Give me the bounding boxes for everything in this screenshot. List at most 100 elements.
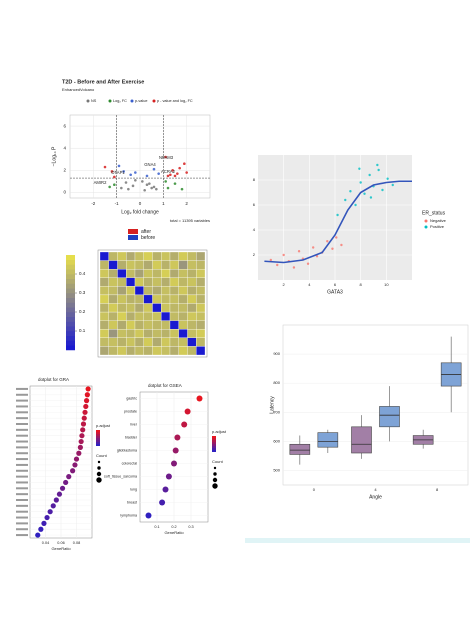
cell (134, 311, 144, 321)
cell (187, 260, 197, 270)
cell (134, 337, 144, 347)
point (335, 236, 338, 239)
category-label-blur (16, 393, 28, 396)
cell (196, 329, 206, 338)
colorbar (66, 269, 75, 275)
x-tick-label: 0.08 (73, 541, 80, 545)
x-axis-label: GeneRatio (164, 530, 184, 535)
gene-label: GNA4 (144, 162, 156, 167)
x-tick-label: 2 (185, 201, 188, 206)
cell (99, 337, 109, 347)
cell (134, 320, 144, 330)
cell (187, 294, 197, 304)
point (110, 170, 114, 173)
colorbar (96, 434, 100, 436)
legend-swatch (424, 219, 428, 223)
point (180, 187, 184, 191)
cell (161, 251, 171, 261)
point (315, 255, 319, 258)
colorbar (66, 255, 75, 260)
caption: total = 11395 variables (170, 218, 210, 223)
cell (143, 251, 153, 261)
cell (152, 286, 162, 296)
cell (169, 329, 179, 338)
cell (126, 294, 136, 304)
x-tick-label: -2 (91, 201, 95, 206)
cell (99, 320, 109, 330)
category-label: colorectal (122, 461, 138, 465)
category-label-blur (16, 463, 28, 466)
colorbar (212, 444, 216, 446)
x-tick-label: 1 (162, 201, 165, 206)
colorbar (66, 259, 75, 265)
size-key (97, 460, 101, 464)
cell (169, 303, 179, 313)
cell (117, 346, 127, 356)
cell (152, 329, 162, 338)
cell (169, 251, 179, 261)
dot (73, 456, 80, 462)
dot (84, 392, 90, 398)
cell (187, 311, 197, 321)
x-axis-label: Log₂ fold change (121, 209, 159, 215)
cell (134, 346, 144, 356)
colorbar (66, 312, 75, 317)
size-key (212, 477, 218, 483)
point (164, 155, 167, 159)
point (306, 262, 310, 265)
colorbar (96, 438, 100, 440)
category-label: gastric (126, 396, 137, 400)
box (289, 443, 311, 455)
cell (187, 277, 197, 287)
cell (126, 260, 136, 270)
cell (161, 337, 171, 347)
cell (161, 277, 171, 287)
dot (78, 438, 84, 445)
point (173, 174, 177, 178)
legend-swatch (128, 235, 138, 240)
point (141, 180, 144, 183)
cell (169, 269, 179, 278)
point (368, 173, 371, 177)
cell (178, 346, 188, 356)
category-label-blur (16, 469, 28, 472)
trend-line (264, 180, 412, 264)
y-tick-label: 900 (273, 351, 280, 356)
cell (169, 320, 179, 330)
chart-title: T2D - Before and After Exercise (62, 79, 144, 85)
cell (99, 294, 109, 304)
point (359, 181, 362, 184)
point (145, 174, 149, 178)
point (122, 170, 125, 173)
category-label-blur (16, 387, 28, 390)
dot (56, 491, 63, 497)
legend-title: ER_status (422, 210, 446, 216)
gene-label: ACRA2 (161, 169, 176, 174)
cell (99, 346, 109, 356)
size-key (213, 472, 217, 476)
cell (117, 269, 127, 278)
cell (117, 320, 127, 330)
y-tick-label: 2 (253, 252, 256, 257)
dot (82, 409, 88, 415)
dot (50, 503, 56, 509)
cell (196, 337, 206, 347)
point (103, 165, 107, 169)
colorbar (66, 307, 75, 313)
category-label-blur (16, 522, 28, 525)
dot (80, 421, 87, 427)
x-tick-label: -1 (115, 201, 119, 206)
cell (143, 329, 153, 338)
dot (172, 447, 179, 454)
legend-swatch (108, 99, 112, 103)
point (185, 171, 188, 174)
legend-label: p - value and log₂ FC (157, 99, 193, 103)
category-label-blur (16, 528, 28, 531)
point (113, 183, 116, 187)
y-tick-label: 600 (273, 438, 280, 443)
point (176, 172, 179, 175)
point (178, 166, 181, 170)
cell (108, 294, 118, 304)
colorbar (66, 345, 75, 351)
dot (79, 433, 85, 439)
